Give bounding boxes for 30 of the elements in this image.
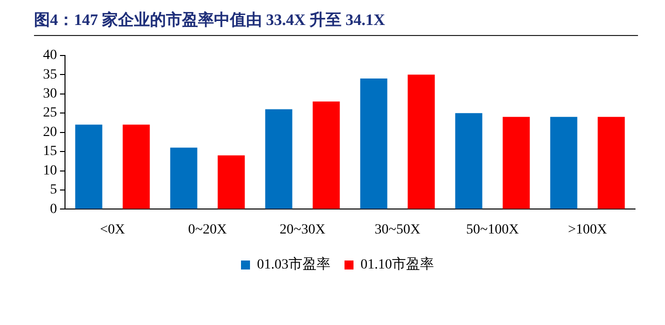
y-tick-label: 25: [43, 106, 57, 121]
x-tick-label: >100X: [568, 222, 608, 238]
x-tick-label: 30~50X: [374, 222, 420, 238]
x-tick-label: 50~100X: [466, 222, 519, 238]
y-tick-label: 40: [43, 48, 57, 64]
y-tick-label: 15: [43, 144, 57, 160]
legend-label: 01.03市盈率: [257, 256, 330, 273]
y-tick-label: 0: [50, 202, 57, 217]
y-tick-label: 10: [43, 163, 57, 178]
x-tick-label: 0~20X: [188, 222, 227, 238]
bar: [312, 102, 340, 209]
bar: [598, 116, 625, 209]
bar: [502, 116, 530, 209]
y-tick-label: 35: [43, 67, 57, 82]
y-tick-label: 5: [50, 182, 57, 198]
legend-label: 01.10市盈率: [360, 256, 434, 273]
y-tick-label: 20: [43, 124, 57, 140]
chart-title: 图4：147 家企业的市盈率中值由 33.4X 升至 34.1X: [34, 10, 638, 36]
x-tick-label: 20~30X: [280, 222, 326, 238]
bar: [408, 74, 435, 209]
x-tick-label: <0X: [100, 222, 126, 238]
bar: [265, 109, 292, 209]
bar: [170, 148, 198, 209]
bar: [75, 124, 102, 209]
bar: [455, 113, 482, 209]
bar: [550, 116, 578, 209]
bar: [360, 78, 388, 209]
y-tick-label: 30: [43, 86, 57, 102]
bar: [218, 155, 245, 209]
bar: [122, 124, 150, 209]
